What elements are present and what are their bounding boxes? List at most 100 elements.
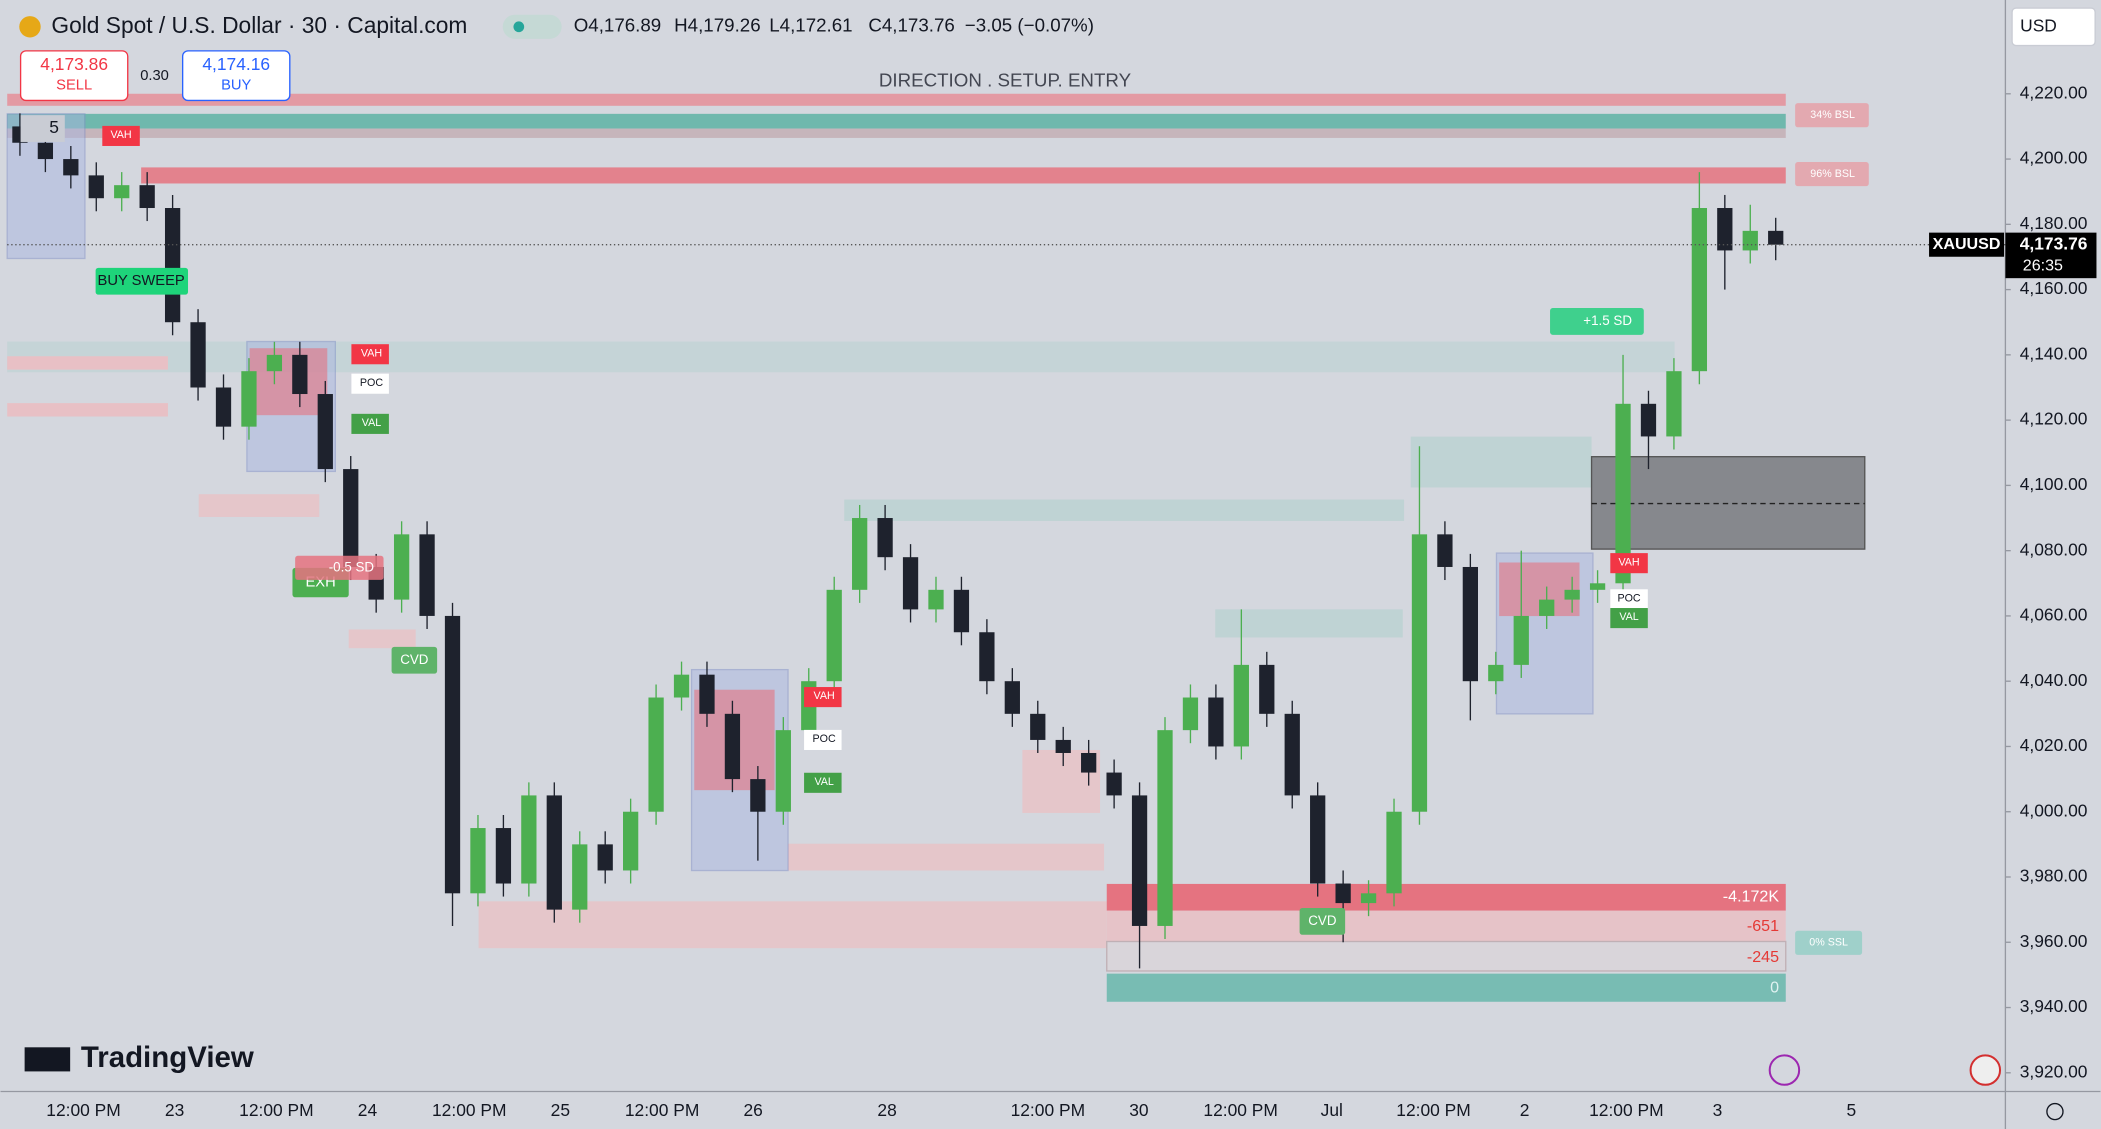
zone <box>1106 910 1786 942</box>
y-tick-label: 4,040.00 <box>2020 670 2088 690</box>
zone <box>1106 940 1787 972</box>
interval-count: 5 <box>49 117 59 137</box>
symbol-icon <box>19 16 41 38</box>
candle-body <box>1666 371 1682 437</box>
candle-body <box>1131 795 1148 926</box>
settings-icon[interactable] <box>2046 1102 2064 1121</box>
candle-body <box>419 534 435 616</box>
candle-body <box>1106 772 1122 796</box>
symbol-tag-bg <box>1929 232 2005 257</box>
vah: VAH <box>814 690 835 702</box>
y-tick-label: 4,080.00 <box>2020 539 2088 559</box>
x-tick-label: 24 <box>358 1100 378 1120</box>
candle-body <box>1640 403 1657 437</box>
label-box <box>95 267 189 295</box>
y-tick-label: 3,960.00 <box>2020 931 2088 951</box>
candle-body <box>1589 583 1606 590</box>
candle-body <box>699 674 715 714</box>
poc-tag <box>1610 589 1648 610</box>
candle-body <box>63 159 79 176</box>
currency-select[interactable] <box>2011 7 2096 47</box>
label-box <box>1299 908 1346 935</box>
candle-body <box>979 632 995 682</box>
y-tick-label: 3,920.00 <box>2020 1061 2088 1081</box>
candle-body <box>139 185 155 209</box>
delta-label: -651 <box>1747 917 1779 935</box>
y-tick-label: 4,220.00 <box>2020 82 2088 102</box>
candle-body <box>1157 730 1173 926</box>
label-box <box>1795 930 1863 955</box>
ssl-label: 0% SSL <box>1809 937 1848 949</box>
annotations: 34% BSL 96% BSL 0% SSL BUY SWEEP EXH -0.… <box>95 103 1869 997</box>
candle-body <box>953 589 970 633</box>
delta-label: -4.172K <box>1723 888 1780 906</box>
candle-body <box>1310 795 1326 884</box>
poc-tag <box>351 373 389 394</box>
candle-body <box>1208 697 1224 747</box>
candle-body <box>444 615 461 894</box>
x-tick-label: 12:00 PM <box>46 1100 121 1120</box>
vah-tag <box>804 687 842 708</box>
candle-body <box>1539 599 1555 616</box>
x-tick-label: 12:00 PM <box>625 1100 700 1120</box>
y-tick-label: 3,940.00 <box>2020 996 2088 1016</box>
candle-body <box>1030 713 1046 740</box>
val: VAL <box>814 776 833 788</box>
buy-price: 4,174.16 <box>202 54 270 74</box>
buy-button[interactable] <box>181 50 291 102</box>
label-box <box>391 646 438 674</box>
candle-body <box>1182 697 1199 731</box>
cvd: CVD <box>400 652 429 667</box>
candle-body <box>597 844 613 871</box>
zone <box>7 113 1786 129</box>
sd-label: +1.5 SD <box>1583 313 1632 328</box>
x-tick-label: 25 <box>551 1100 570 1120</box>
candle-body <box>750 779 766 812</box>
candle-body <box>1691 208 1708 372</box>
brand: TradingView <box>81 1041 254 1074</box>
val-tag <box>1610 608 1648 629</box>
candle-body <box>1564 589 1580 600</box>
poc: POC <box>1617 592 1640 604</box>
zone <box>7 128 1786 138</box>
candle-body <box>673 674 690 698</box>
flash-icon[interactable] <box>1768 1054 1801 1086</box>
x-tick-label: Jul <box>1321 1100 1343 1120</box>
candle-body <box>1615 403 1631 584</box>
candle-body <box>1055 739 1071 753</box>
candle-body <box>1411 534 1428 812</box>
candle-body <box>724 713 741 780</box>
y-tick-label: 4,160.00 <box>2020 278 2088 298</box>
val: VAL <box>1619 611 1638 623</box>
x-tick-label: 3 <box>1713 1100 1723 1120</box>
candle-body <box>1386 811 1402 894</box>
flag-icon[interactable] <box>1969 1054 2002 1086</box>
spread: 0.30 <box>140 68 169 84</box>
label-box <box>1550 308 1644 335</box>
sell-button[interactable] <box>19 50 129 102</box>
interval-box[interactable] <box>20 115 65 142</box>
vah: VAH <box>110 129 131 141</box>
sell-price: 4,173.86 <box>40 54 108 74</box>
candle-body <box>114 185 130 199</box>
candle-body <box>1513 615 1529 665</box>
candle-body <box>1004 681 1020 714</box>
plot <box>7 113 2006 969</box>
x-tick-label: 26 <box>743 1100 762 1120</box>
candle-body <box>546 795 562 910</box>
candle-body <box>826 589 842 682</box>
candle-body <box>1437 534 1453 567</box>
candle-body <box>928 589 944 610</box>
candle-body <box>877 518 893 558</box>
x-tick-label: 5 <box>1847 1100 1857 1120</box>
delta-label: 0 <box>1770 979 1779 997</box>
brand-mark <box>24 1047 71 1072</box>
y-tick-label: 4,100.00 <box>2020 474 2088 494</box>
zone <box>788 843 1105 871</box>
candle-body <box>317 394 333 470</box>
x-tick-label: 12:00 PM <box>1203 1100 1278 1120</box>
x-tick-label: 23 <box>165 1100 184 1120</box>
ohlc-close: C4,173.76 <box>868 15 954 36</box>
